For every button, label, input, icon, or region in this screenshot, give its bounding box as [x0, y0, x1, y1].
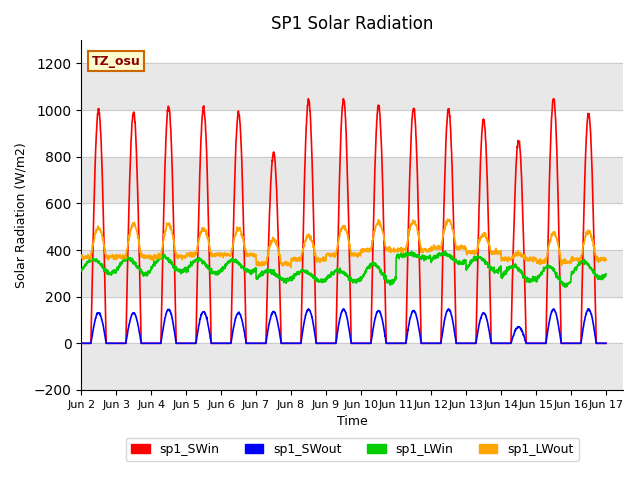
sp1_LWin — [223, 260, 231, 266]
sp1_SWin — [77, 340, 85, 346]
Bar — [81, 157, 623, 204]
sp1_SWin — [570, 340, 578, 346]
sp1_SWout — [556, 330, 564, 336]
sp1_SWout — [602, 340, 610, 346]
sp1_SWout — [223, 340, 231, 346]
sp1_LWin — [571, 266, 579, 272]
sp1_LWout — [602, 257, 610, 263]
Line: sp1_SWin: sp1_SWin — [81, 99, 606, 343]
sp1_SWout — [570, 340, 578, 346]
sp1_LWout — [370, 228, 378, 234]
sp1_SWout — [340, 306, 348, 312]
sp1_SWin — [602, 340, 610, 346]
sp1_LWout — [444, 216, 452, 222]
sp1_SWin — [305, 96, 312, 102]
sp1_LWin — [77, 267, 85, 273]
sp1_SWin — [359, 340, 367, 346]
sp1_SWin — [370, 197, 378, 203]
sp1_SWout — [77, 340, 85, 346]
sp1_SWout — [370, 321, 378, 327]
sp1_LWout — [571, 256, 579, 262]
sp1_LWin — [442, 248, 449, 254]
sp1_SWin — [496, 340, 504, 346]
Line: sp1_LWout: sp1_LWout — [81, 219, 606, 267]
sp1_LWin — [561, 284, 569, 290]
Text: TZ_osu: TZ_osu — [92, 55, 141, 68]
sp1_LWin — [370, 262, 378, 267]
sp1_LWin — [602, 271, 610, 276]
sp1_SWin — [223, 340, 231, 346]
Line: sp1_LWin: sp1_LWin — [81, 251, 606, 287]
sp1_SWin — [556, 269, 564, 275]
sp1_LWout — [359, 250, 367, 255]
Bar — [81, 343, 623, 390]
sp1_SWout — [496, 340, 504, 346]
sp1_SWout — [359, 340, 367, 346]
sp1_LWout — [223, 251, 231, 256]
Y-axis label: Solar Radiation (W/m2): Solar Radiation (W/m2) — [15, 142, 28, 288]
X-axis label: Time: Time — [337, 415, 367, 428]
Bar — [81, 63, 623, 110]
sp1_LWin — [358, 276, 366, 281]
Legend: sp1_SWin, sp1_SWout, sp1_LWin, sp1_LWout: sp1_SWin, sp1_SWout, sp1_LWin, sp1_LWout — [126, 438, 579, 461]
Bar — [81, 250, 623, 297]
Title: SP1 Solar Radiation: SP1 Solar Radiation — [271, 15, 433, 33]
sp1_LWout — [497, 251, 504, 256]
sp1_LWout — [556, 250, 564, 255]
sp1_LWin — [556, 278, 564, 284]
sp1_LWin — [496, 264, 504, 270]
sp1_LWout — [287, 264, 294, 270]
Line: sp1_SWout: sp1_SWout — [81, 309, 606, 343]
sp1_LWout — [77, 254, 85, 260]
